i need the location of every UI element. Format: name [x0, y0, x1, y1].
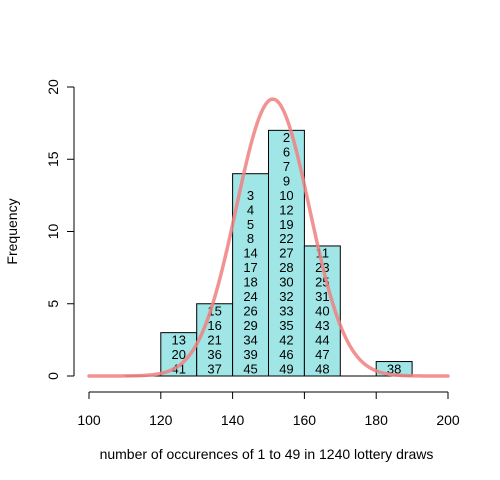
x-tick-label: 100 — [77, 412, 101, 428]
bar-number-label: 24 — [243, 289, 257, 304]
bar-number-label: 31 — [315, 289, 329, 304]
bar-number-label: 12 — [279, 202, 293, 217]
bar-number-label: 48 — [315, 361, 329, 376]
x-tick-label: 180 — [365, 412, 389, 428]
y-tick-label: 5 — [45, 300, 61, 308]
bar-number-label: 32 — [279, 289, 293, 304]
bar-number-label: 13 — [172, 332, 186, 347]
bars-layer — [124, 129, 413, 377]
bar-number-label: 28 — [279, 260, 293, 275]
y-axis-title: Frequency — [4, 198, 20, 264]
bar-number-label: 5 — [247, 217, 254, 232]
bar-number-label: 9 — [283, 173, 290, 188]
bar-number-label: 39 — [243, 347, 257, 362]
bar-number-label: 43 — [315, 318, 329, 333]
bar-number-label: 36 — [207, 347, 221, 362]
bar-number-label: 44 — [315, 332, 329, 347]
bar-number-label: 30 — [279, 275, 293, 290]
histogram-bar-140-150 — [232, 173, 270, 377]
bar-number-label: 16 — [207, 318, 221, 333]
curve-layer — [87, 97, 450, 378]
bar-number-label: 3 — [247, 188, 254, 203]
bar-number-label: 14 — [243, 246, 257, 261]
bar-number-label: 4 — [247, 202, 254, 217]
x-tick-label: 200 — [436, 412, 460, 428]
bar-number-label: 10 — [279, 188, 293, 203]
x-tick-label: 160 — [293, 412, 317, 428]
bar-number-label: 21 — [207, 332, 221, 347]
bar-number-label: 27 — [279, 246, 293, 261]
bar-number-label: 40 — [315, 303, 329, 318]
bar-number-label: 33 — [279, 303, 293, 318]
bar-number-label: 45 — [243, 361, 257, 376]
x-axis-title: number of occurences of 1 to 49 in 1240 … — [100, 446, 434, 462]
y-tick-label: 15 — [45, 151, 61, 167]
bar-number-label: 17 — [243, 260, 257, 275]
bar-number-label: 34 — [243, 332, 257, 347]
bar-number-label: 42 — [279, 332, 293, 347]
bar-number-label: 6 — [283, 145, 290, 160]
bar-number-label: 26 — [243, 303, 257, 318]
normal-density-curve — [87, 97, 450, 378]
bar-number-label: 29 — [243, 318, 257, 333]
bar-number-label: 38 — [387, 361, 401, 376]
y-tick-label: 20 — [45, 79, 61, 95]
bar-number-label: 22 — [279, 231, 293, 246]
axes-layer: 100 120 140 160 180 200 0 5 10 15 20 — [45, 79, 460, 428]
x-tick-label: 140 — [221, 412, 245, 428]
bar-number-label: 8 — [247, 231, 254, 246]
bar-number-label: 2 — [283, 130, 290, 145]
bar-number-label: 49 — [279, 361, 293, 376]
bar-number-label: 18 — [243, 275, 257, 290]
bar-number-label: 46 — [279, 347, 293, 362]
y-tick-label: 0 — [45, 372, 61, 380]
histogram-bar-130-140 — [196, 303, 234, 377]
bar-number-label: 47 — [315, 347, 329, 362]
y-tick-label: 10 — [45, 224, 61, 240]
x-tick-label: 120 — [149, 412, 173, 428]
bar-number-label: 35 — [279, 318, 293, 333]
bar-number-label: 19 — [279, 217, 293, 232]
bar-number-label: 7 — [283, 159, 290, 174]
bar-number-label: 20 — [172, 347, 186, 362]
bar-number-label: 37 — [207, 361, 221, 376]
